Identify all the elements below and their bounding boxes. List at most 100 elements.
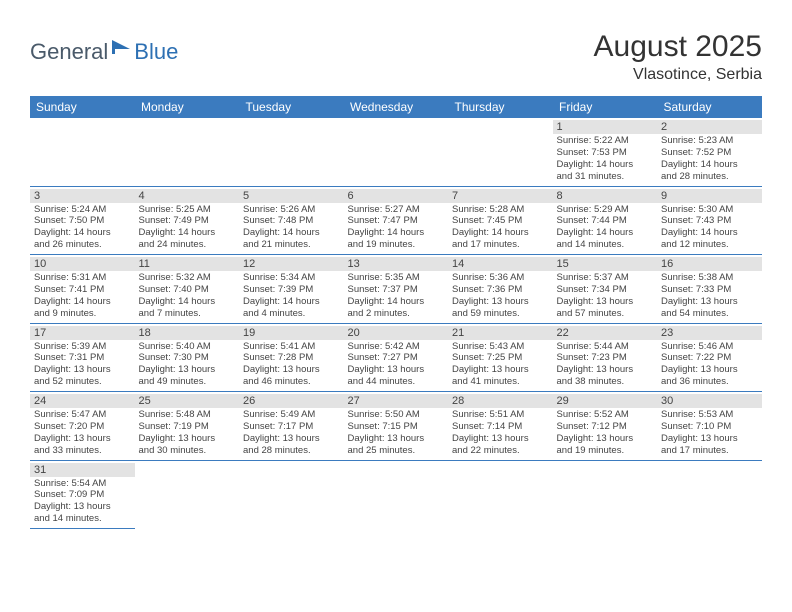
weekday-header: Wednesday — [344, 96, 449, 118]
day-number: 27 — [344, 394, 449, 408]
day-cell: 30Sunrise: 5:53 AMSunset: 7:10 PMDayligh… — [657, 392, 762, 461]
day-cell: 24Sunrise: 5:47 AMSunset: 7:20 PMDayligh… — [30, 392, 135, 461]
day-cell — [344, 118, 449, 186]
sunrise-text: Sunrise: 5:31 AM — [34, 272, 131, 284]
daylight-text: Daylight: 13 hours — [348, 433, 445, 445]
day-number: 14 — [448, 257, 553, 271]
sunset-text: Sunset: 7:33 PM — [661, 284, 758, 296]
day-cell: 1Sunrise: 5:22 AMSunset: 7:53 PMDaylight… — [553, 118, 658, 186]
daylight-text: Daylight: 14 hours — [557, 159, 654, 171]
daylight-text: Daylight: 13 hours — [661, 433, 758, 445]
day-number: 25 — [135, 394, 240, 408]
daylight-text: Daylight: 14 hours — [661, 227, 758, 239]
sunset-text: Sunset: 7:50 PM — [34, 215, 131, 227]
day-cell: 7Sunrise: 5:28 AMSunset: 7:45 PMDaylight… — [448, 186, 553, 255]
day-number: 19 — [239, 326, 344, 340]
daylight-text: Daylight: 14 hours — [243, 227, 340, 239]
sunrise-text: Sunrise: 5:51 AM — [452, 409, 549, 421]
day-number: 15 — [553, 257, 658, 271]
daylight-text: and 9 minutes. — [34, 308, 131, 320]
daylight-text: and 2 minutes. — [348, 308, 445, 320]
calendar-page: General Blue August 2025 Vlasotince, Ser… — [0, 0, 792, 549]
sunset-text: Sunset: 7:39 PM — [243, 284, 340, 296]
daylight-text: Daylight: 14 hours — [34, 296, 131, 308]
daylight-text: and 19 minutes. — [557, 445, 654, 457]
daylight-text: and 31 minutes. — [557, 171, 654, 183]
day-number: 17 — [30, 326, 135, 340]
title-block: August 2025 Vlasotince, Serbia — [594, 30, 762, 84]
sunset-text: Sunset: 7:15 PM — [348, 421, 445, 433]
day-number: 13 — [344, 257, 449, 271]
day-number: 10 — [30, 257, 135, 271]
daylight-text: and 33 minutes. — [34, 445, 131, 457]
daylight-text: Daylight: 13 hours — [661, 296, 758, 308]
daylight-text: and 41 minutes. — [452, 376, 549, 388]
sunset-text: Sunset: 7:28 PM — [243, 352, 340, 364]
day-cell: 13Sunrise: 5:35 AMSunset: 7:37 PMDayligh… — [344, 255, 449, 324]
daylight-text: and 17 minutes. — [452, 239, 549, 251]
day-number: 24 — [30, 394, 135, 408]
day-cell — [30, 118, 135, 186]
sunset-text: Sunset: 7:19 PM — [139, 421, 236, 433]
sunset-text: Sunset: 7:17 PM — [243, 421, 340, 433]
day-number: 3 — [30, 189, 135, 203]
daylight-text: Daylight: 14 hours — [348, 296, 445, 308]
daylight-text: and 54 minutes. — [661, 308, 758, 320]
calendar-table: SundayMondayTuesdayWednesdayThursdayFrid… — [30, 96, 762, 529]
daylight-text: and 44 minutes. — [348, 376, 445, 388]
sunrise-text: Sunrise: 5:41 AM — [243, 341, 340, 353]
sunset-text: Sunset: 7:34 PM — [557, 284, 654, 296]
day-number: 16 — [657, 257, 762, 271]
daylight-text: Daylight: 13 hours — [557, 296, 654, 308]
day-cell: 3Sunrise: 5:24 AMSunset: 7:50 PMDaylight… — [30, 186, 135, 255]
sunrise-text: Sunrise: 5:24 AM — [34, 204, 131, 216]
sunset-text: Sunset: 7:23 PM — [557, 352, 654, 364]
sunrise-text: Sunrise: 5:47 AM — [34, 409, 131, 421]
day-number: 30 — [657, 394, 762, 408]
day-cell: 6Sunrise: 5:27 AMSunset: 7:47 PMDaylight… — [344, 186, 449, 255]
daylight-text: and 30 minutes. — [139, 445, 236, 457]
logo-text-general: General — [30, 39, 108, 65]
sunrise-text: Sunrise: 5:42 AM — [348, 341, 445, 353]
daylight-text: and 4 minutes. — [243, 308, 340, 320]
sunset-text: Sunset: 7:53 PM — [557, 147, 654, 159]
sunrise-text: Sunrise: 5:37 AM — [557, 272, 654, 284]
daylight-text: Daylight: 13 hours — [661, 364, 758, 376]
sunrise-text: Sunrise: 5:27 AM — [348, 204, 445, 216]
sunset-text: Sunset: 7:12 PM — [557, 421, 654, 433]
sunrise-text: Sunrise: 5:29 AM — [557, 204, 654, 216]
week-row: 10Sunrise: 5:31 AMSunset: 7:41 PMDayligh… — [30, 255, 762, 324]
daylight-text: Daylight: 13 hours — [348, 364, 445, 376]
daylight-text: Daylight: 14 hours — [452, 227, 549, 239]
sunset-text: Sunset: 7:52 PM — [661, 147, 758, 159]
day-number: 12 — [239, 257, 344, 271]
week-row: 3Sunrise: 5:24 AMSunset: 7:50 PM Daylight… — [30, 186, 762, 255]
weekday-header-row: SundayMondayTuesdayWednesdayThursdayFrid… — [30, 96, 762, 118]
sunrise-text: Sunrise: 5:23 AM — [661, 135, 758, 147]
day-cell: 19Sunrise: 5:41 AMSunset: 7:28 PMDayligh… — [239, 323, 344, 392]
sunset-text: Sunset: 7:45 PM — [452, 215, 549, 227]
sunset-text: Sunset: 7:48 PM — [243, 215, 340, 227]
weekday-header: Monday — [135, 96, 240, 118]
daylight-text: Daylight: 13 hours — [34, 433, 131, 445]
day-cell: 22Sunrise: 5:44 AMSunset: 7:23 PMDayligh… — [553, 323, 658, 392]
weekday-header: Sunday — [30, 96, 135, 118]
sunset-text: Sunset: 7:44 PM — [557, 215, 654, 227]
day-cell: 15Sunrise: 5:37 AMSunset: 7:34 PMDayligh… — [553, 255, 658, 324]
daylight-text: and 59 minutes. — [452, 308, 549, 320]
daylight-text: Daylight: 13 hours — [452, 296, 549, 308]
day-number: 31 — [30, 463, 135, 477]
daylight-text: Daylight: 13 hours — [557, 433, 654, 445]
sunset-text: Sunset: 7:40 PM — [139, 284, 236, 296]
sunrise-text: Sunrise: 5:54 AM — [34, 478, 131, 490]
day-cell: 16Sunrise: 5:38 AMSunset: 7:33 PMDayligh… — [657, 255, 762, 324]
daylight-text: and 22 minutes. — [452, 445, 549, 457]
sunset-text: Sunset: 7:43 PM — [661, 215, 758, 227]
daylight-text: and 49 minutes. — [139, 376, 236, 388]
day-cell: 5Sunrise: 5:26 AMSunset: 7:48 PMDaylight… — [239, 186, 344, 255]
daylight-text: and 28 minutes. — [661, 171, 758, 183]
daylight-text: and 57 minutes. — [557, 308, 654, 320]
daylight-text: and 26 minutes. — [34, 239, 131, 251]
sunset-text: Sunset: 7:22 PM — [661, 352, 758, 364]
sunset-text: Sunset: 7:49 PM — [139, 215, 236, 227]
